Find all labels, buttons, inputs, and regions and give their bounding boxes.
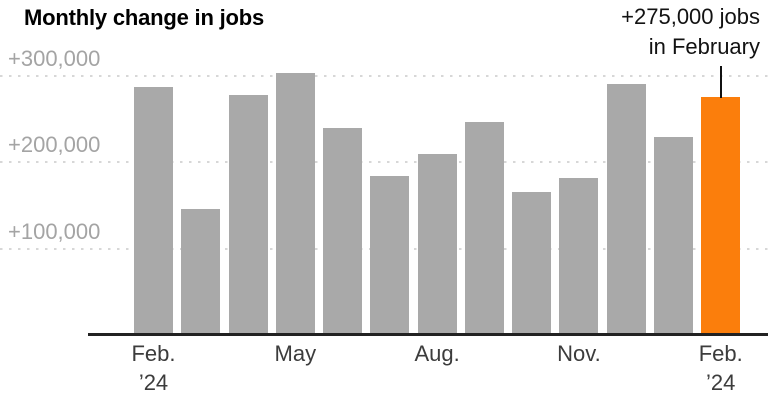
bar <box>512 192 552 335</box>
y-gridline <box>0 74 768 77</box>
annotation-callout-line <box>719 66 722 99</box>
bar <box>370 176 410 335</box>
x-axis-tick-label: Feb. ’24 <box>131 341 176 395</box>
bar <box>464 122 504 335</box>
x-axis-line <box>88 333 768 336</box>
y-axis-label: +200,000 <box>8 132 101 158</box>
bar <box>181 208 221 335</box>
chart-title: Monthly change in jobs <box>24 5 265 30</box>
annotation-line1: +275,000 jobs <box>621 4 760 29</box>
y-axis-label: +300,000 <box>8 45 101 71</box>
bar <box>559 177 599 335</box>
x-axis-tick-label: Feb. ’24 <box>698 341 743 395</box>
bar <box>606 84 646 335</box>
annotation-line2: in February <box>648 34 760 59</box>
bar <box>653 137 693 335</box>
bar <box>228 94 268 335</box>
bar-highlighted <box>701 97 741 335</box>
annotation: +275,000 jobs in February <box>621 2 760 62</box>
x-axis-tick-label: Nov. <box>557 341 601 366</box>
x-axis-tick-label: Aug. <box>414 341 460 366</box>
bar <box>417 153 457 335</box>
y-axis-label: +100,000 <box>8 218 101 244</box>
y-gridline <box>0 161 768 164</box>
bar <box>275 73 315 335</box>
x-axis-tick-label: May <box>274 341 317 366</box>
bar <box>134 87 173 335</box>
bar <box>323 127 363 335</box>
